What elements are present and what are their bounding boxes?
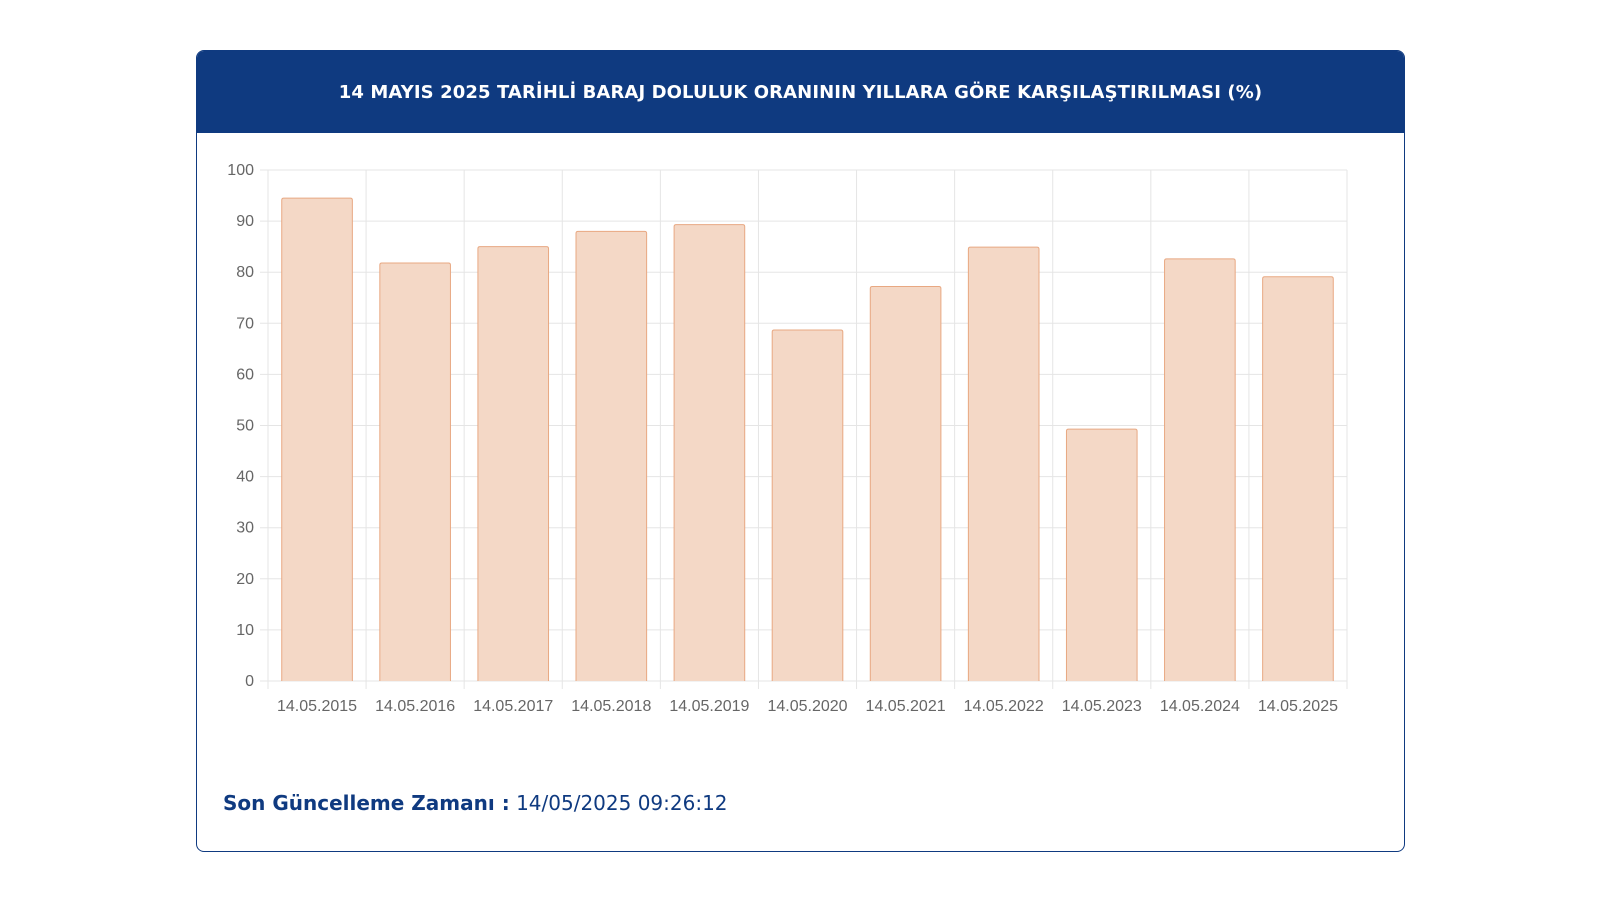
chart-card: 14 MAYIS 2025 TARİHLİ BARAJ DOLULUK ORAN…	[196, 50, 1405, 852]
bar	[379, 262, 451, 681]
y-tick-label: 50	[236, 418, 254, 435]
bar	[1065, 428, 1138, 681]
y-tick-label: 0	[245, 673, 254, 690]
y-axis-ticks: 0 10 20 30 40 50 60 70 80 90 100	[227, 162, 254, 690]
card-header: 14 MAYIS 2025 TARİHLİ BARAJ DOLULUK ORAN…	[197, 51, 1404, 133]
x-tick-label: 14.05.2020	[767, 698, 847, 715]
last-update-label: Son Güncelleme Zamanı :	[223, 791, 510, 815]
y-tick-label: 100	[227, 162, 254, 179]
x-tick-label: 14.05.2022	[964, 698, 1044, 715]
y-tick-label: 30	[236, 520, 254, 537]
bar	[967, 246, 1040, 681]
bar	[477, 246, 550, 681]
bar-layer	[281, 197, 1334, 681]
bar	[575, 230, 648, 681]
x-tick-label: 14.05.2016	[375, 698, 455, 715]
bar	[771, 329, 844, 681]
x-tick-label: 14.05.2018	[571, 698, 651, 715]
y-tick-label: 10	[236, 622, 254, 639]
bar	[869, 286, 942, 681]
last-update: Son Güncelleme Zamanı : 14/05/2025 09:26…	[223, 791, 728, 815]
x-tick-label: 14.05.2024	[1160, 698, 1240, 715]
y-tick-label: 70	[236, 315, 254, 332]
y-tick-label: 60	[236, 366, 254, 383]
y-tick-label: 80	[236, 264, 254, 281]
x-tick-label: 14.05.2015	[277, 698, 357, 715]
x-tick-label: 14.05.2023	[1062, 698, 1142, 715]
y-tick-label: 20	[236, 571, 254, 588]
chart-title: 14 MAYIS 2025 TARİHLİ BARAJ DOLULUK ORAN…	[338, 81, 1263, 103]
x-tick-label: 14.05.2025	[1258, 698, 1338, 715]
bar	[1262, 276, 1334, 681]
y-tick-label: 90	[236, 213, 254, 230]
x-tick-label: 14.05.2017	[473, 698, 553, 715]
bar	[281, 197, 353, 681]
x-tick-label: 14.05.2019	[669, 698, 749, 715]
x-axis-ticks: 14.05.2015 14.05.2016 14.05.2017 14.05.2018…	[277, 698, 1338, 715]
bar	[1164, 258, 1236, 681]
x-tick-label: 14.05.2021	[866, 698, 946, 715]
last-update-value: 14/05/2025 09:26:12	[516, 791, 728, 815]
bar	[673, 224, 746, 681]
y-tick-label: 40	[236, 469, 254, 486]
